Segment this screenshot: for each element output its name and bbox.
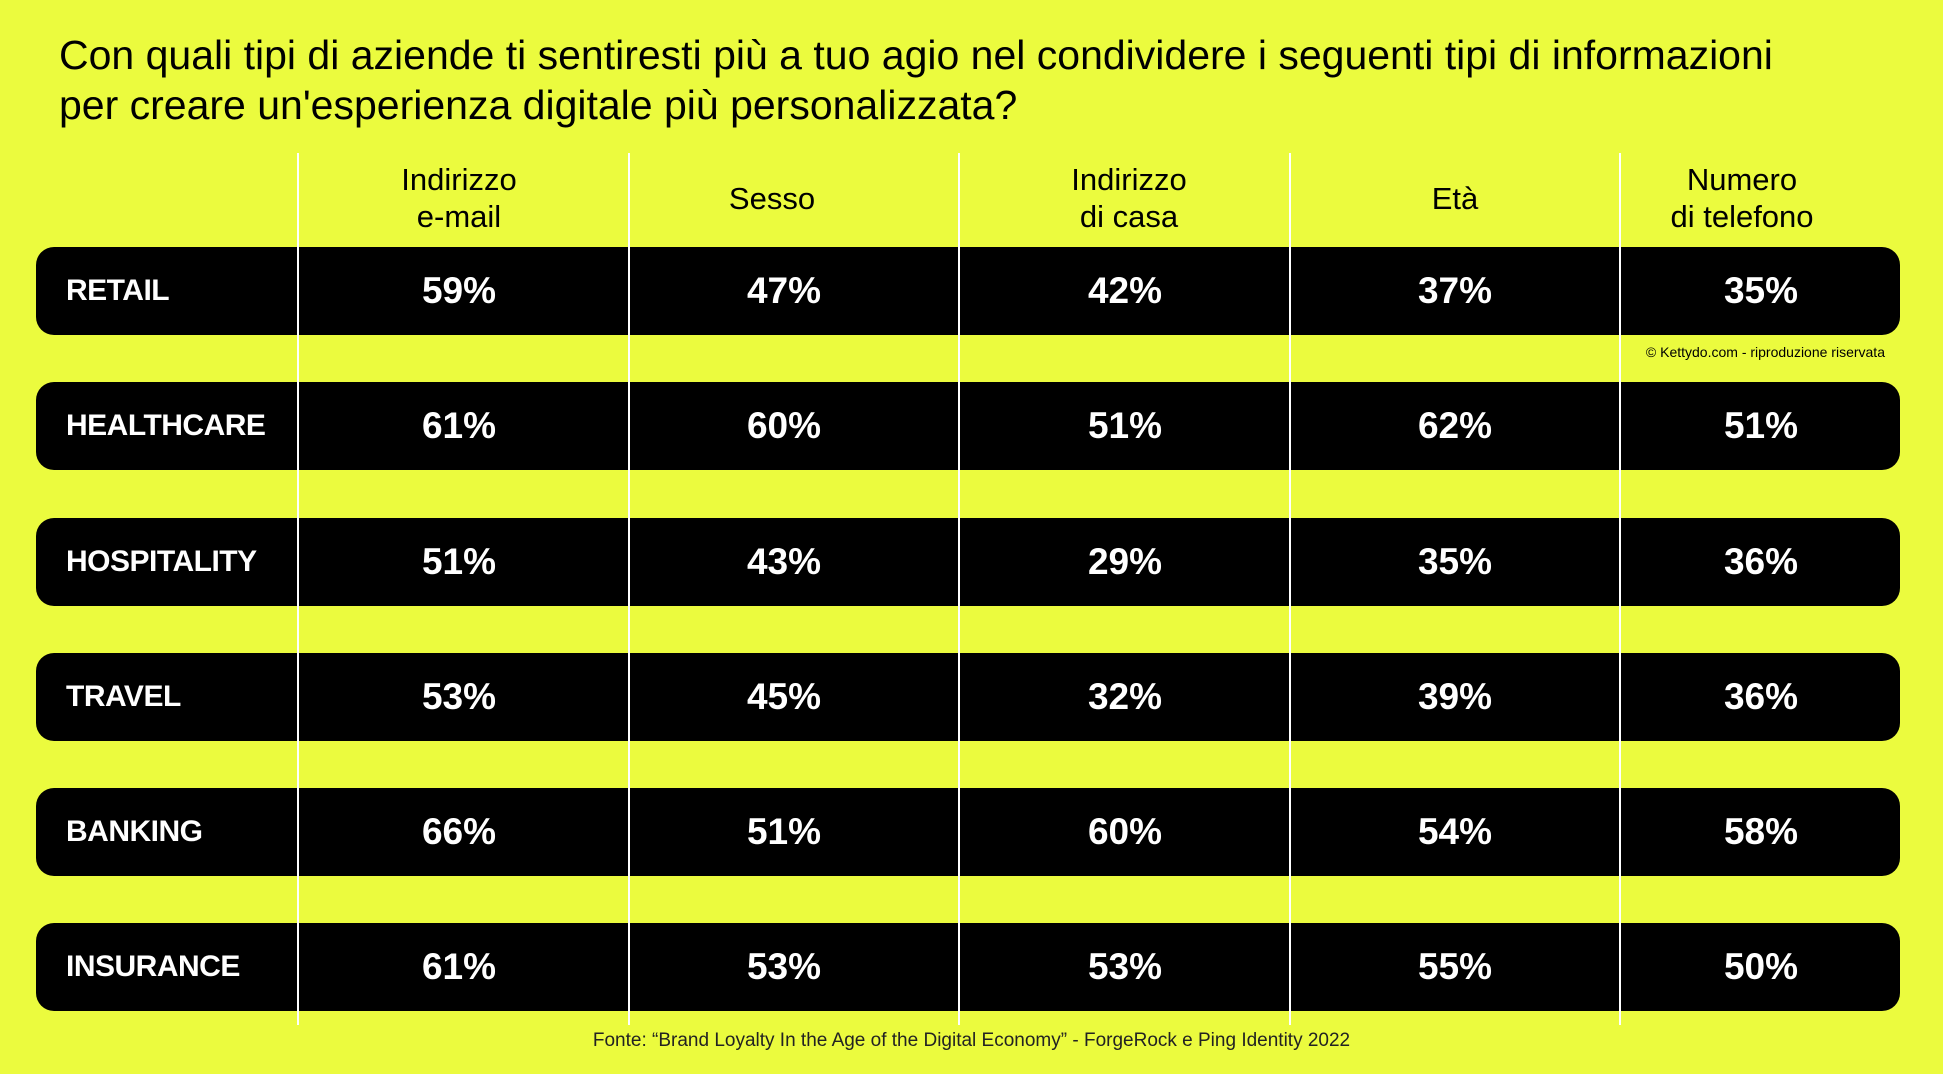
chart-title-line-2: per creare un'esperienza digitale più pe… xyxy=(59,82,1018,128)
column-header-line: e-mail xyxy=(416,199,502,234)
data-label: 36% xyxy=(1723,676,1799,717)
table-row: RETAIL 59% 47% 42% 37% 35% xyxy=(36,247,1900,335)
data-label: 35% xyxy=(1723,270,1799,311)
data-label: 42% xyxy=(1087,270,1163,311)
column-divider xyxy=(1289,153,1291,1025)
data-label: 43% xyxy=(746,541,822,582)
data-label: 66% xyxy=(421,811,497,852)
row-label: HEALTHCARE xyxy=(66,409,266,442)
data-label: 61% xyxy=(421,405,497,446)
chart-title: Con quali tipi di aziende ti sentiresti … xyxy=(59,30,1899,130)
table-row: INSURANCE 61% 53% 53% 55% 50% xyxy=(36,923,1900,1011)
column-header: Sesso xyxy=(622,153,922,243)
copyright-notice: © Kettydo.com - riproduzione riservata xyxy=(1645,344,1885,360)
data-label: 51% xyxy=(746,811,822,852)
column-header: Età xyxy=(1305,153,1605,243)
data-label: 51% xyxy=(1723,405,1799,446)
data-label: 58% xyxy=(1723,811,1799,852)
source-note: Fonte: “Brand Loyalty In the Age of the … xyxy=(592,1030,1351,1051)
column-divider xyxy=(628,153,630,1025)
data-label: 51% xyxy=(421,541,497,582)
column-header: Numero di telefono xyxy=(1592,153,1892,243)
chart-title-line-1: Con quali tipi di aziende ti sentiresti … xyxy=(59,32,1773,78)
row-label: INSURANCE xyxy=(66,950,240,983)
column-divider xyxy=(958,153,960,1025)
data-label: 62% xyxy=(1417,405,1493,446)
column-header: Indirizzo e-mail xyxy=(309,153,609,243)
column-divider xyxy=(297,153,299,1025)
column-header-line: di casa xyxy=(1079,199,1179,234)
data-label: 35% xyxy=(1417,541,1493,582)
column-header-line: Numero xyxy=(1686,162,1798,197)
data-label: 39% xyxy=(1417,676,1493,717)
data-label: 47% xyxy=(746,270,822,311)
column-header-line: Indirizzo xyxy=(1071,162,1187,197)
column-divider xyxy=(1619,153,1621,1025)
column-header: Indirizzo di casa xyxy=(979,153,1279,243)
column-header-line: Età xyxy=(1431,180,1479,216)
table-row: HEALTHCARE 61% 60% 51% 62% 51% xyxy=(36,382,1900,470)
data-label: 60% xyxy=(1087,811,1163,852)
row-label: BANKING xyxy=(66,815,203,848)
table-row: TRAVEL 53% 45% 32% 39% 36% xyxy=(36,653,1900,741)
table-row: BANKING 66% 51% 60% 54% 58% xyxy=(36,788,1900,876)
data-label: 53% xyxy=(1087,946,1163,987)
row-label: RETAIL xyxy=(66,274,170,307)
column-header-line: Indirizzo xyxy=(401,162,517,197)
data-label: 45% xyxy=(746,676,822,717)
data-label: 55% xyxy=(1417,946,1493,987)
column-header-line: di telefono xyxy=(1670,199,1814,234)
column-header-line: Sesso xyxy=(728,180,816,216)
data-label: 51% xyxy=(1087,405,1163,446)
data-label: 50% xyxy=(1723,946,1799,987)
data-label: 36% xyxy=(1723,541,1799,582)
data-label: 60% xyxy=(746,405,822,446)
row-label: HOSPITALITY xyxy=(66,545,257,578)
data-label: 59% xyxy=(421,270,497,311)
data-label: 32% xyxy=(1087,676,1163,717)
data-label: 54% xyxy=(1417,811,1493,852)
data-label: 53% xyxy=(746,946,822,987)
data-label: 29% xyxy=(1087,541,1163,582)
table-row: HOSPITALITY 51% 43% 29% 35% 36% xyxy=(36,518,1900,606)
row-label: TRAVEL xyxy=(66,680,181,713)
data-label: 37% xyxy=(1417,270,1493,311)
data-label: 53% xyxy=(421,676,497,717)
data-label: 61% xyxy=(421,946,497,987)
